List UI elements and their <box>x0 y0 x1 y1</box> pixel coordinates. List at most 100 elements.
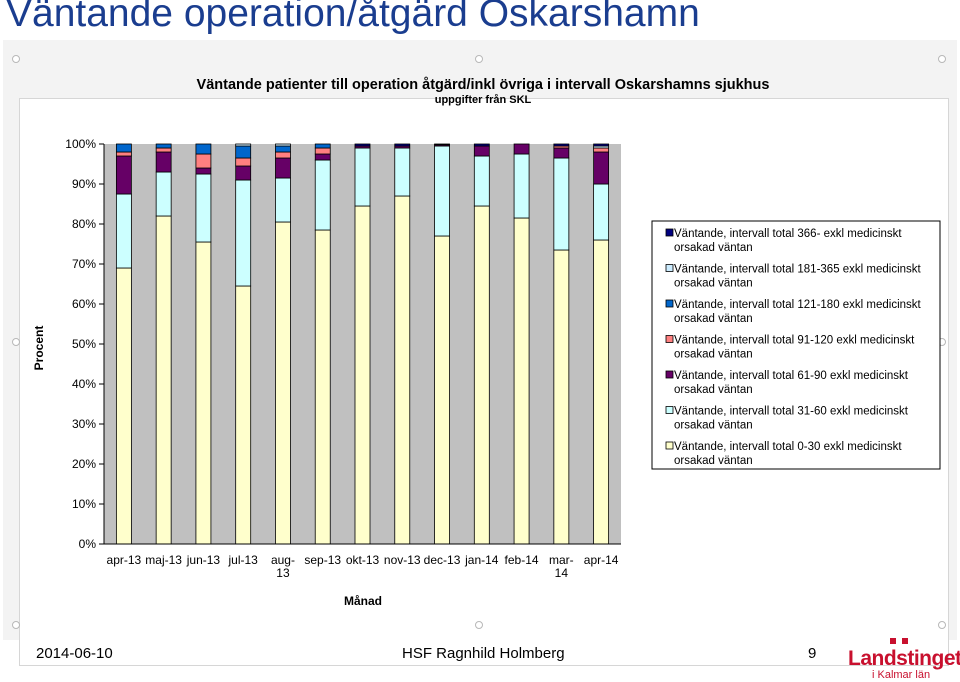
bar-segment-aug-13-s3 <box>275 151 291 159</box>
bar-segment-aug-13-s0 <box>275 221 291 545</box>
x-tick-label-okt-13: okt-13 <box>346 553 380 567</box>
legend-swatch-5 <box>665 406 674 414</box>
bar-segment-aug-13-s1 <box>275 177 291 223</box>
x-tick-label-apr-14: apr-14 <box>584 553 619 567</box>
bar-segment-maj-13-s0 <box>155 215 172 545</box>
bar-segment-jul-13-s1 <box>235 179 252 287</box>
y-tick-label: 80% <box>72 217 96 231</box>
legend-box <box>651 220 941 470</box>
x-tick-label-jul-13: jul-13 <box>228 553 259 567</box>
x-tick-label-jun-13: jun-13 <box>186 553 221 567</box>
bar-segment-jan-14-s0 <box>473 205 490 545</box>
bar-segment-feb-14-s0 <box>513 217 530 545</box>
bar-segment-mar-14-s2 <box>553 147 570 159</box>
footer-date: 2014-06-10 <box>36 645 113 662</box>
bar-segment-sep-13-s1 <box>314 159 331 231</box>
bar-segment-apr-13-s3 <box>115 151 132 157</box>
bar-segment-jun-13-s0 <box>195 241 212 545</box>
bar-segment-apr-13-s1 <box>115 193 132 269</box>
y-tick-label: 50% <box>72 337 96 351</box>
bar-segment-sep-13-s3 <box>314 147 331 155</box>
x-tick-label-apr-13: apr-13 <box>107 553 142 567</box>
landstinget-logo: Landstinget i Kalmar län <box>846 638 960 682</box>
resize-handle-left[interactable] <box>12 338 20 346</box>
bar-segment-mar-14-s6 <box>553 143 570 147</box>
legend-label-3: Väntande, intervall total 91-120 exkl me… <box>674 335 915 361</box>
bar-segment-dec-13-s0 <box>434 235 450 545</box>
x-tick-label-dec-13: dec-13 <box>424 553 461 567</box>
legend-label-0: Väntande, intervall total 366- exkl medi… <box>674 228 902 254</box>
x-tick-label-maj-13: maj-13 <box>145 553 182 567</box>
bar-segment-okt-13-s1 <box>354 147 371 207</box>
y-tick-label: 100% <box>65 137 96 151</box>
bar-segment-apr-14-s6 <box>593 143 610 147</box>
bar-segment-sep-13-s4 <box>314 143 331 149</box>
resize-handle-top-right[interactable] <box>938 55 946 63</box>
legend-swatch-2 <box>665 299 674 308</box>
x-tick-label-aug-13: aug- <box>271 553 295 567</box>
y-tick-label: 10% <box>72 497 96 511</box>
x-tick-label-mar-14: mar- <box>549 553 574 567</box>
bar-segment-aug-13-s2 <box>275 157 291 179</box>
bar-segment-jul-13-s0 <box>235 285 252 545</box>
x-tick-label-jan-14: jan-14 <box>464 553 499 567</box>
bar-segment-aug-13-s5 <box>275 143 291 147</box>
bar-segment-jun-13-s4 <box>195 143 212 155</box>
x-tick-label-sep-13: sep-13 <box>304 553 341 567</box>
bar-segment-maj-13-s1 <box>155 171 172 217</box>
chart-title: Väntande patienter till operation åtgärd… <box>197 77 770 93</box>
legend-label-6: Väntande, intervall total 0-30 exkl medi… <box>674 441 902 467</box>
legend-label-2: Väntande, intervall total 121-180 exkl m… <box>674 299 922 325</box>
bar-segment-nov-13-s6 <box>394 143 411 147</box>
bar-segment-feb-14-s2 <box>513 143 530 155</box>
legend-swatch-6 <box>665 441 674 450</box>
bar-segment-sep-13-s2 <box>314 153 331 161</box>
y-tick-label: 70% <box>72 257 96 271</box>
resize-handle-top[interactable] <box>475 55 483 63</box>
bar-segment-apr-14-s2 <box>593 151 610 185</box>
resize-handle-top-left[interactable] <box>12 55 20 63</box>
bar-segment-maj-13-s4 <box>155 143 172 149</box>
legend-swatch-3 <box>665 335 674 343</box>
y-tick-label: 90% <box>72 177 96 191</box>
bar-segment-okt-13-s6 <box>354 143 371 147</box>
legend-swatch-0 <box>665 228 674 237</box>
bar-segment-apr-13-s2 <box>115 155 132 195</box>
bar-segment-sep-13-s0 <box>314 229 331 545</box>
x-axis-label: Månad <box>344 594 382 608</box>
resize-handle-bottom-left[interactable] <box>12 621 20 629</box>
bar-segment-jun-13-s3 <box>195 153 212 169</box>
legend-label-5: Väntande, intervall total 31-60 exkl med… <box>674 406 909 432</box>
bar-segment-jul-13-s4 <box>235 145 252 159</box>
bar-segment-apr-14-s3 <box>593 147 610 153</box>
y-tick-label: 0% <box>79 537 97 551</box>
bar-segment-jul-13-s5 <box>235 143 252 147</box>
bar-segment-jul-13-s3 <box>235 157 252 167</box>
bar-segment-jun-13-s1 <box>195 173 212 243</box>
resize-handle-bottom[interactable] <box>475 621 483 629</box>
x-tick-label-nov-13: nov-13 <box>384 553 421 567</box>
x-tick-label-aug-13: 13 <box>276 566 290 580</box>
bar-segment-okt-13-s0 <box>354 205 371 545</box>
bar-segment-jan-14-s6 <box>473 143 490 147</box>
bar-segment-apr-13-s0 <box>115 267 132 545</box>
bar-segment-mar-14-s0 <box>553 249 570 545</box>
bar-segment-apr-13-s4 <box>115 143 132 153</box>
bar-segment-apr-14-s0 <box>593 239 610 545</box>
y-tick-label: 20% <box>72 457 96 471</box>
resize-handle-bottom-right[interactable] <box>938 621 946 629</box>
bar-segment-dec-13-s1 <box>434 145 450 237</box>
logo-mark-icon <box>890 638 908 644</box>
bar-segment-maj-13-s2 <box>155 151 172 173</box>
legend-label-4: Väntande, intervall total 61-90 exkl med… <box>674 370 909 396</box>
bar-segment-mar-14-s1 <box>553 157 570 251</box>
bar-segment-jun-13-s2 <box>195 167 212 175</box>
x-tick-label-mar-14: 14 <box>555 566 569 580</box>
y-tick-label: 30% <box>72 417 96 431</box>
logo-wordmark: Landstinget <box>848 647 960 670</box>
legend-swatch-1 <box>665 264 674 272</box>
y-tick-label: 60% <box>72 297 96 311</box>
legend-label-1: Väntande, intervall total 181-365 exkl m… <box>674 264 922 290</box>
bar-segment-jan-14-s1 <box>473 155 490 207</box>
